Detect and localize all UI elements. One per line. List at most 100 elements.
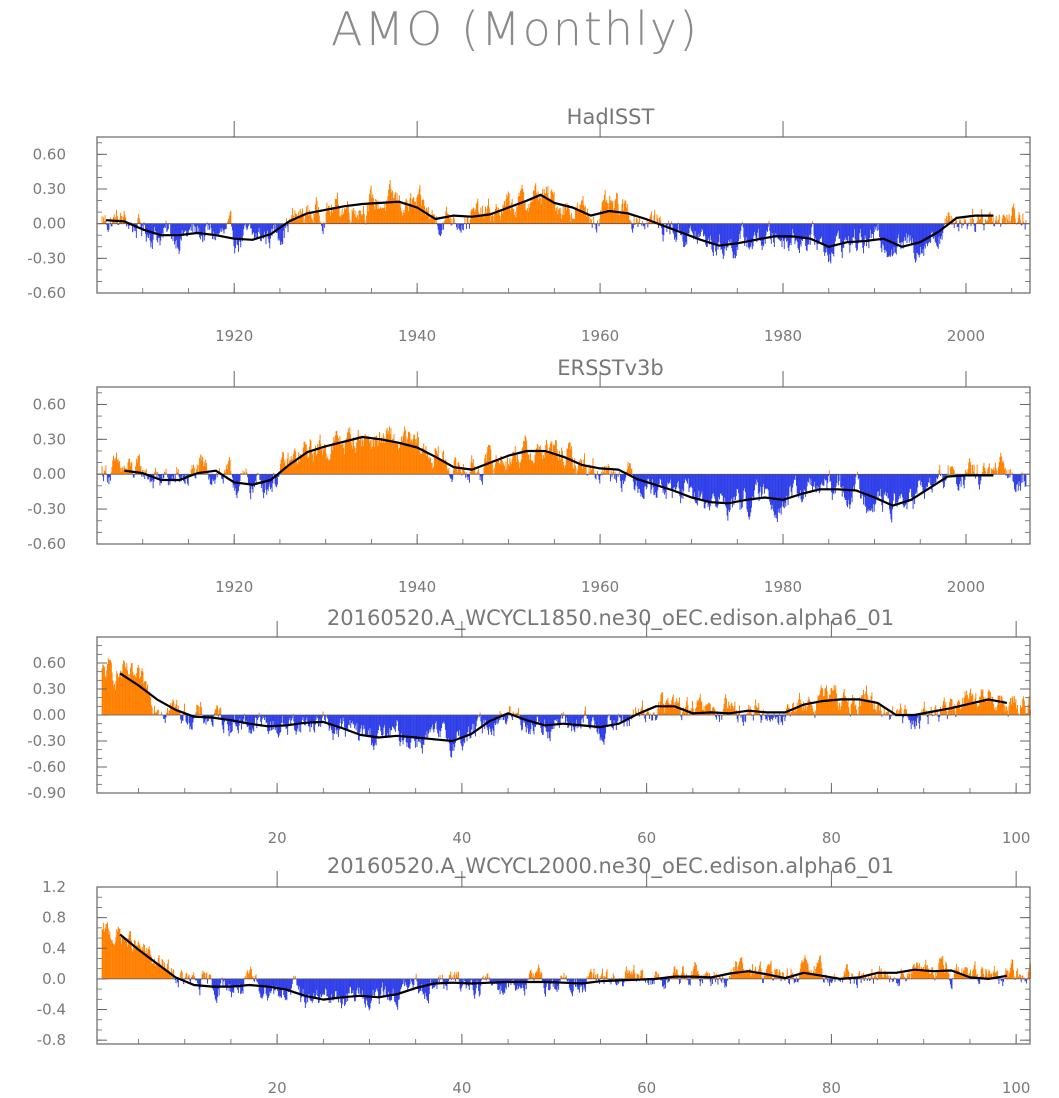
bar xyxy=(632,223,634,229)
x-tick-label: 1980 xyxy=(764,327,802,345)
bar xyxy=(348,212,350,224)
bar xyxy=(196,469,198,475)
bar xyxy=(839,223,841,239)
bar xyxy=(365,978,367,1000)
bar xyxy=(696,474,698,504)
bar xyxy=(927,223,929,247)
bar xyxy=(197,223,199,235)
bar xyxy=(652,978,653,985)
bar xyxy=(212,223,214,232)
bar xyxy=(561,214,563,224)
bar xyxy=(608,714,610,715)
bar xyxy=(545,186,547,224)
bar xyxy=(501,213,503,224)
bar xyxy=(720,223,722,250)
bar xyxy=(858,973,860,979)
bar xyxy=(725,978,727,987)
bar xyxy=(331,978,333,999)
bar xyxy=(137,667,138,715)
bar xyxy=(987,219,989,224)
bar xyxy=(163,969,165,979)
bar xyxy=(606,468,608,475)
bar xyxy=(274,978,276,991)
bar xyxy=(189,715,191,730)
bar xyxy=(580,204,582,224)
bar xyxy=(600,474,602,476)
bar xyxy=(495,978,497,984)
bar xyxy=(747,971,749,979)
bar xyxy=(780,474,782,515)
bar xyxy=(451,715,453,758)
bar xyxy=(889,978,891,983)
bar xyxy=(354,715,356,726)
bar xyxy=(230,978,232,998)
bar xyxy=(266,223,268,234)
bar xyxy=(557,715,559,724)
bar xyxy=(967,699,969,715)
bar xyxy=(693,223,695,237)
bar xyxy=(443,221,445,224)
bar xyxy=(524,978,526,996)
bar xyxy=(300,215,302,224)
bar xyxy=(1008,214,1010,224)
bar xyxy=(249,969,251,979)
bar xyxy=(356,442,358,475)
bar xyxy=(859,977,861,979)
bar xyxy=(190,978,192,984)
bar xyxy=(688,223,690,234)
bar xyxy=(267,978,269,1001)
bar xyxy=(1020,707,1022,715)
bar xyxy=(454,972,456,979)
bar xyxy=(472,978,474,991)
bar xyxy=(730,970,732,979)
bar xyxy=(327,456,329,475)
bar xyxy=(373,447,375,475)
bar xyxy=(597,973,599,979)
bar xyxy=(665,474,667,499)
y-tick-label: 0.00 xyxy=(33,706,66,724)
bar xyxy=(560,213,562,224)
bar xyxy=(537,968,539,979)
bar xyxy=(619,715,621,718)
bar xyxy=(446,461,448,475)
x-tick-label: 2000 xyxy=(947,578,985,596)
bar xyxy=(325,453,327,475)
bar xyxy=(873,474,875,512)
bar xyxy=(930,972,932,979)
bar xyxy=(161,958,163,979)
bar xyxy=(1010,215,1012,224)
bar xyxy=(163,715,165,719)
bar xyxy=(638,216,640,224)
bar xyxy=(638,708,640,715)
bar xyxy=(481,715,483,729)
bar xyxy=(564,206,566,224)
bar xyxy=(170,474,172,480)
bar xyxy=(334,440,336,475)
bar xyxy=(876,978,878,981)
bar xyxy=(438,976,439,979)
bar xyxy=(391,192,393,224)
bar xyxy=(394,194,396,224)
bar xyxy=(901,223,903,243)
bar xyxy=(460,223,462,233)
bar xyxy=(1011,207,1013,224)
bar xyxy=(665,702,667,715)
bar xyxy=(580,458,582,475)
bar xyxy=(245,223,247,228)
bar xyxy=(573,219,575,224)
bar xyxy=(1004,217,1006,224)
bar xyxy=(134,675,136,715)
bar xyxy=(704,223,706,237)
bar xyxy=(709,474,711,511)
bar xyxy=(785,474,787,507)
bar xyxy=(150,474,152,481)
bar xyxy=(834,474,836,488)
bar xyxy=(446,715,448,740)
bar xyxy=(378,715,380,726)
bar xyxy=(555,978,556,990)
bar xyxy=(685,474,687,481)
bar xyxy=(421,715,423,749)
bar xyxy=(567,978,569,985)
bar xyxy=(569,442,571,475)
bar xyxy=(403,210,405,224)
